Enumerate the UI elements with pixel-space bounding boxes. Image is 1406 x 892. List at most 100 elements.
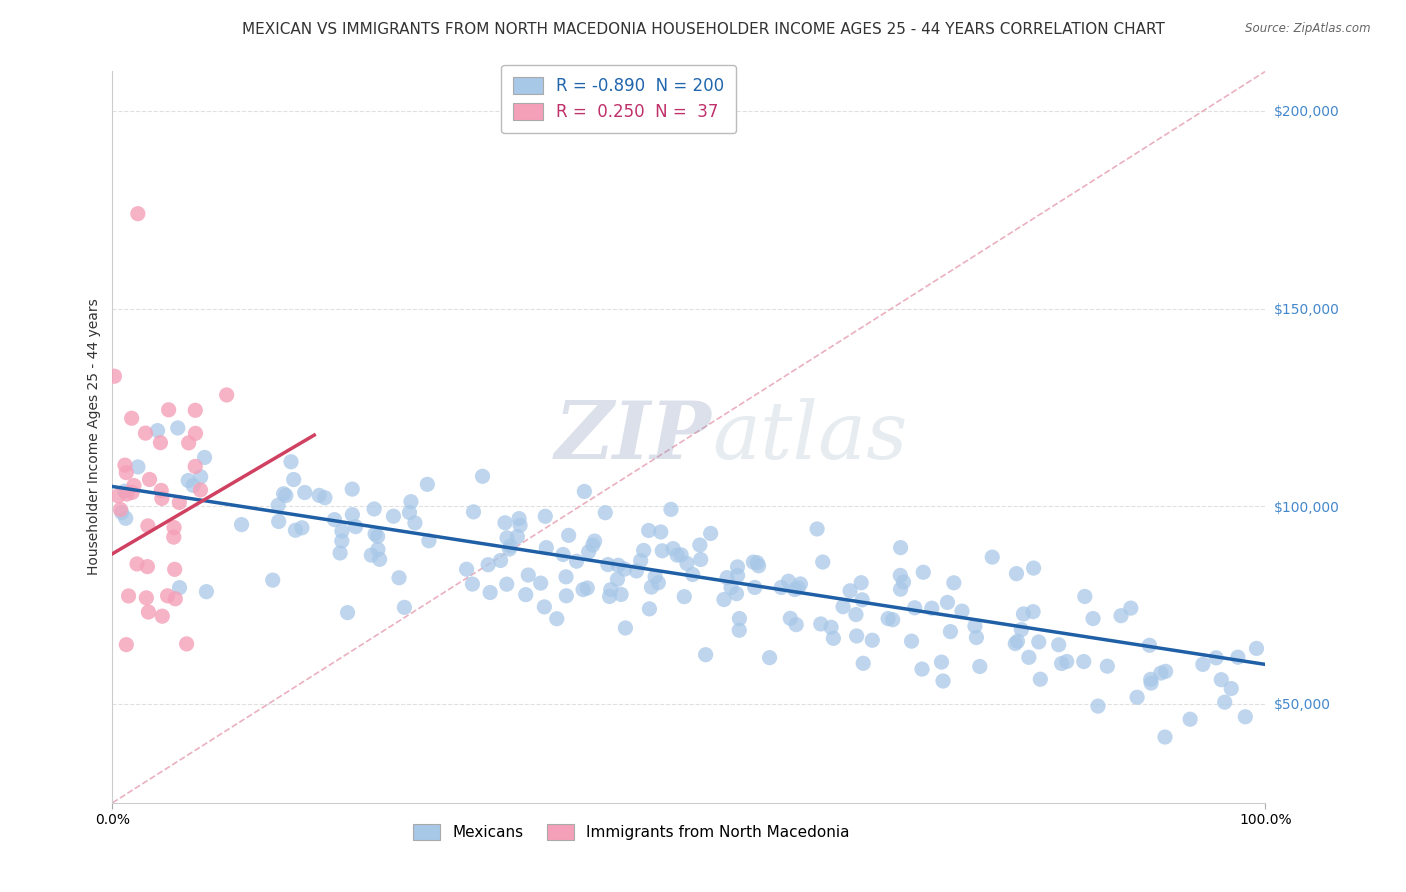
Point	[965, 631, 987, 645]
Point	[1022, 605, 1045, 619]
Text: Source: ZipAtlas.com: Source: ZipAtlas.com	[1246, 22, 1371, 36]
Point	[499, 539, 522, 553]
Point	[284, 523, 307, 537]
Point	[496, 531, 519, 545]
Point	[650, 524, 672, 539]
Point	[404, 516, 426, 530]
Point	[789, 577, 811, 591]
Point	[851, 592, 873, 607]
Point	[138, 605, 160, 619]
Point	[163, 530, 186, 544]
Point	[810, 617, 832, 632]
Point	[599, 590, 621, 604]
Point	[156, 589, 179, 603]
Point	[555, 589, 578, 603]
Point	[115, 638, 138, 652]
Point	[557, 528, 579, 542]
Point	[593, 506, 616, 520]
Point	[267, 498, 290, 512]
Point	[981, 550, 1004, 565]
Point	[494, 516, 516, 530]
Point	[136, 519, 159, 533]
Point	[546, 612, 568, 626]
Point	[114, 458, 136, 472]
Point	[1226, 650, 1249, 665]
Point	[659, 502, 682, 516]
Point	[367, 529, 389, 543]
Point	[1150, 666, 1173, 681]
Point	[146, 424, 169, 438]
Point	[806, 522, 828, 536]
Point	[673, 590, 696, 604]
Point	[280, 455, 302, 469]
Point	[911, 662, 934, 676]
Point	[695, 648, 717, 662]
Point	[416, 477, 439, 491]
Point	[181, 478, 204, 492]
Point	[778, 574, 800, 589]
Point	[882, 613, 904, 627]
Point	[758, 650, 780, 665]
Point	[267, 515, 290, 529]
Point	[330, 524, 353, 538]
Point	[1029, 672, 1052, 686]
Point	[820, 620, 842, 634]
Point	[839, 583, 862, 598]
Point	[582, 538, 605, 552]
Point	[713, 592, 735, 607]
Point	[530, 576, 553, 591]
Point	[1007, 634, 1029, 648]
Point	[121, 485, 143, 500]
Point	[364, 527, 387, 541]
Point	[136, 559, 159, 574]
Point	[1139, 673, 1161, 687]
Point	[893, 574, 915, 589]
Point	[832, 599, 855, 614]
Point	[323, 513, 346, 527]
Point	[845, 629, 868, 643]
Point	[1047, 638, 1070, 652]
Point	[720, 581, 742, 595]
Point	[783, 582, 806, 597]
Point	[498, 542, 520, 557]
Point	[890, 582, 912, 597]
Point	[578, 545, 600, 559]
Point	[676, 557, 699, 571]
Point	[1081, 611, 1104, 625]
Point	[163, 562, 186, 576]
Point	[682, 567, 704, 582]
Point	[787, 581, 810, 595]
Y-axis label: Householder Income Ages 25 - 44 years: Householder Income Ages 25 - 44 years	[87, 299, 101, 575]
Point	[195, 584, 218, 599]
Point	[823, 632, 845, 646]
Point	[904, 600, 927, 615]
Point	[576, 581, 599, 595]
Point	[583, 534, 606, 549]
Point	[166, 421, 188, 435]
Point	[1004, 636, 1026, 650]
Point	[779, 611, 801, 625]
Point	[138, 473, 160, 487]
Point	[1234, 710, 1257, 724]
Point	[169, 581, 191, 595]
Point	[1154, 730, 1177, 744]
Point	[479, 585, 502, 599]
Point	[931, 655, 953, 669]
Point	[1109, 608, 1132, 623]
Point	[1028, 635, 1050, 649]
Point	[932, 673, 955, 688]
Point	[399, 494, 422, 508]
Point	[1140, 676, 1163, 690]
Point	[308, 488, 330, 502]
Point	[382, 509, 405, 524]
Point	[1192, 657, 1215, 672]
Point	[342, 508, 364, 522]
Point	[107, 489, 129, 503]
Point	[599, 582, 621, 597]
Point	[811, 555, 834, 569]
Point	[115, 466, 138, 480]
Point	[936, 595, 959, 609]
Point	[1050, 657, 1073, 671]
Point	[114, 484, 136, 499]
Point	[477, 558, 499, 572]
